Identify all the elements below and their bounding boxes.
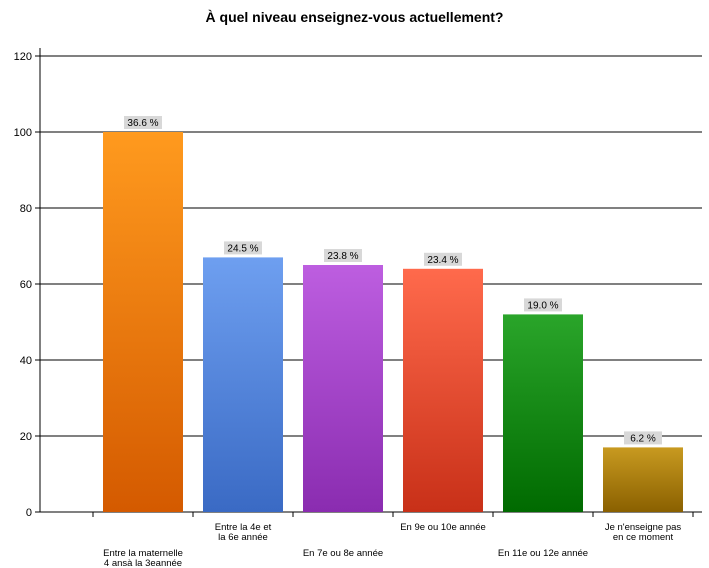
bar — [603, 447, 683, 512]
bar — [503, 314, 583, 512]
bar — [403, 268, 483, 512]
data-label: 19.0 % — [527, 300, 558, 311]
bar — [303, 265, 383, 512]
y-tick-label: 120 — [14, 51, 32, 63]
x-tick-label: Entre la 4e et — [215, 522, 272, 533]
y-tick-label: 100 — [14, 127, 32, 139]
data-label: 24.5 % — [227, 243, 258, 254]
bar — [203, 257, 283, 512]
bar — [103, 132, 183, 512]
data-label-box — [624, 431, 662, 445]
y-tick-label: 0 — [26, 507, 32, 519]
x-tick-label: En 11e ou 12e année — [498, 548, 588, 559]
data-label-box — [224, 241, 262, 255]
y-tick-label: 20 — [20, 431, 32, 443]
x-tick-label: la 6e année — [218, 532, 268, 543]
y-tick-label: 80 — [20, 203, 32, 215]
data-label-box — [324, 249, 362, 262]
x-tick-label: Je n'enseigne pas — [605, 522, 682, 533]
x-tick-label: En 9e ou 10e année — [400, 522, 486, 533]
x-tick-label: Entre la maternelle — [103, 548, 183, 559]
x-tick-label: en ce moment — [613, 532, 674, 543]
chart-title: À quel niveau enseignez-vous actuellemen… — [205, 9, 504, 25]
data-label: 23.8 % — [327, 251, 358, 262]
x-tick-label: 4 ansà la 3eannée — [104, 558, 182, 568]
data-label: 6.2 % — [630, 433, 656, 444]
data-label-box — [524, 298, 562, 312]
data-label-box — [424, 252, 462, 266]
data-label: 23.4 % — [427, 255, 458, 266]
data-label: 36.6 % — [127, 118, 158, 129]
x-tick-label: En 7e ou 8e année — [303, 548, 383, 559]
data-label-box — [124, 116, 162, 129]
y-tick-label: 60 — [20, 279, 32, 291]
y-tick-label: 40 — [20, 355, 32, 367]
